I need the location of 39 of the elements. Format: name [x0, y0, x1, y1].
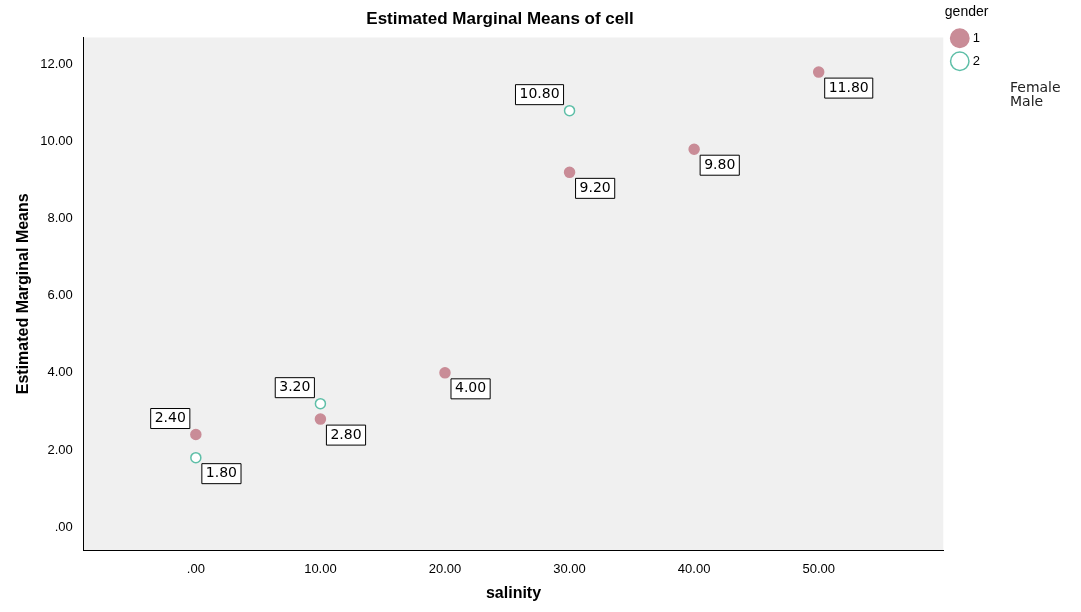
point [314, 413, 327, 425]
y-tick-label: .00 [54, 518, 73, 534]
legend-label: 1 [972, 29, 980, 45]
point [314, 397, 327, 410]
point [190, 451, 202, 464]
text: Female [1010, 79, 1061, 95]
y-tick-label: 10.00 [40, 133, 73, 149]
y-tick-label: 2.00 [47, 441, 73, 457]
x-tick-label: 40.00 [677, 560, 711, 576]
legend-title: gender [944, 2, 989, 19]
data-label: 1.80 [205, 464, 238, 481]
text: Male [1010, 93, 1045, 109]
data-label: 2.40 [154, 409, 186, 426]
y-tick-label: 6.00 [47, 287, 73, 303]
point [812, 66, 825, 78]
y-tick-label: 12.00 [40, 55, 73, 71]
data-label: 11.80 [828, 78, 869, 95]
data-label: 10.80 [519, 85, 560, 102]
x-tick-label: 20.00 [428, 560, 462, 576]
data-label: 2.80 [330, 425, 362, 442]
data-label: 4.00 [454, 379, 487, 396]
x-tick-label: .00 [186, 560, 205, 576]
y-tick-label: 8.00 [47, 210, 73, 226]
x-tick-label: 30.00 [553, 560, 586, 576]
x-axis-title: salinity [485, 583, 542, 601]
data-label: 9.20 [579, 178, 611, 195]
y-tick-label: 4.00 [47, 364, 73, 380]
data-label: 9.80 [704, 155, 736, 172]
y-axis-title: Estimated Marginal Means [14, 193, 32, 395]
legend-label: 2 [972, 52, 980, 68]
x-tick-label: 10.00 [304, 560, 337, 576]
data-label: 3.20 [279, 378, 311, 395]
point [563, 166, 576, 179]
x-tick-label: 50.00 [802, 560, 835, 576]
chart-title: Estimated Marginal Means of cell [366, 8, 634, 28]
point [563, 104, 576, 117]
point [439, 367, 451, 379]
point [190, 428, 202, 441]
point [688, 143, 700, 155]
